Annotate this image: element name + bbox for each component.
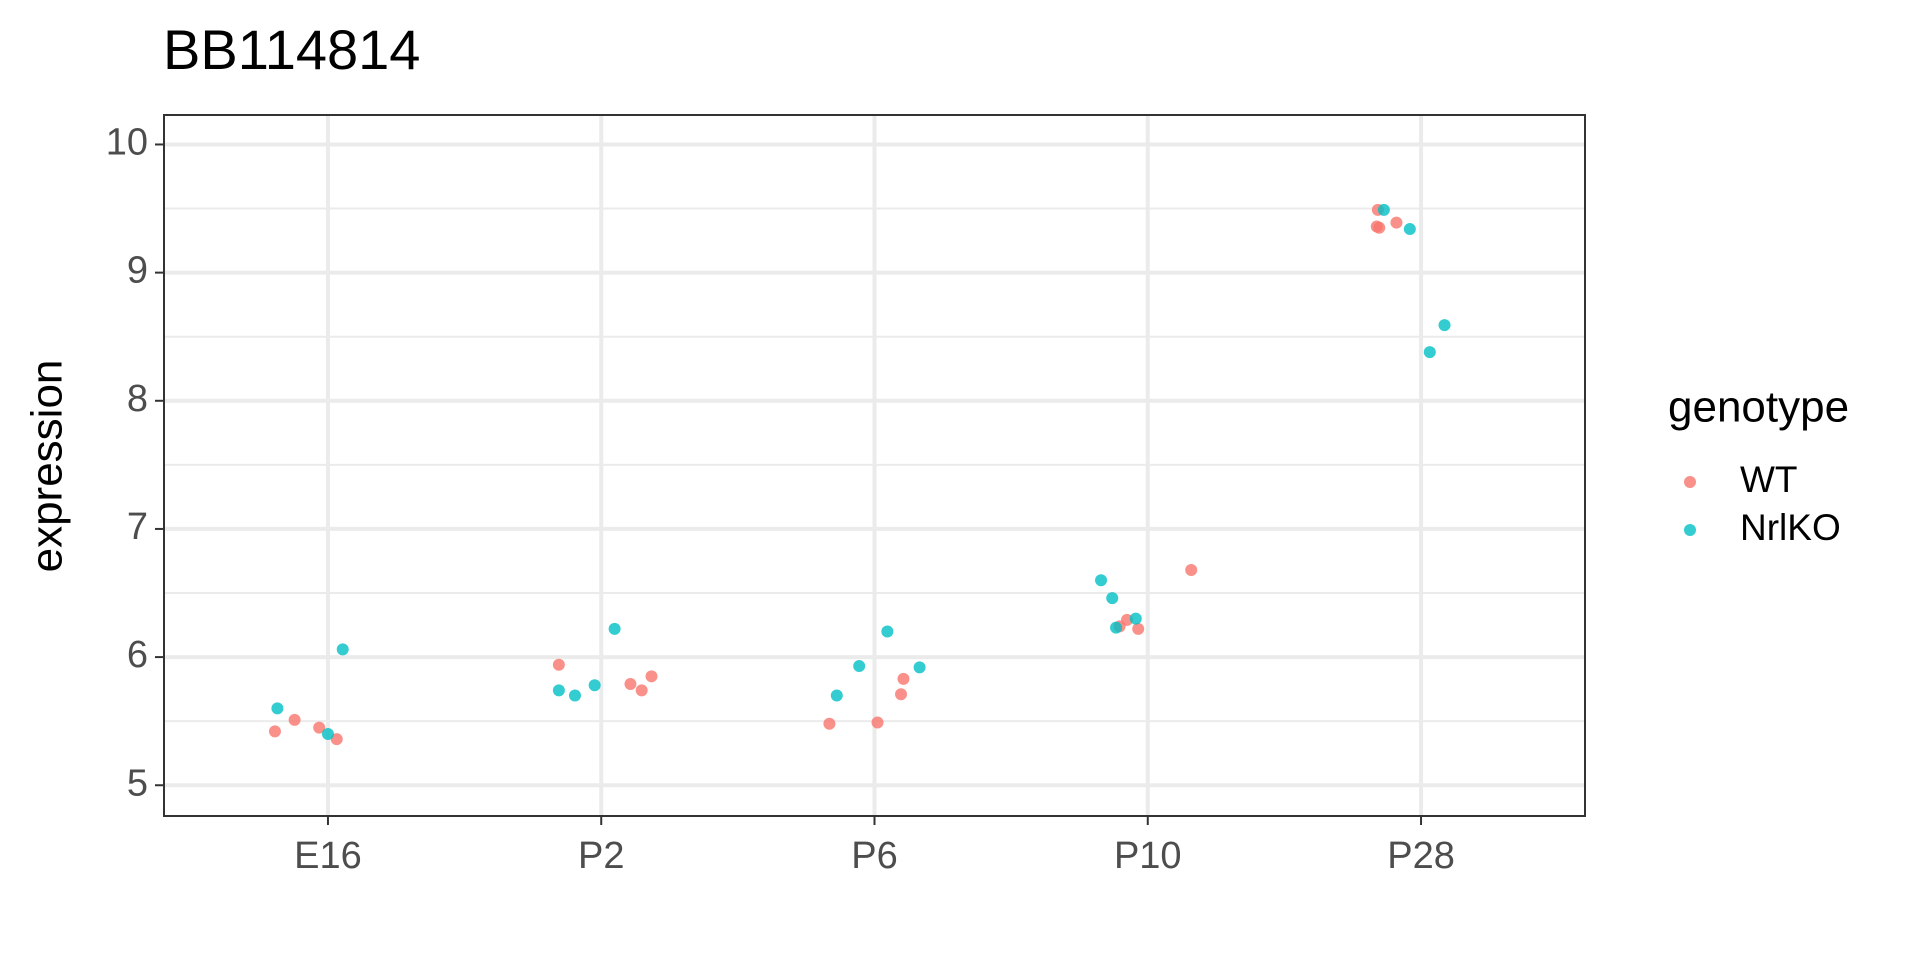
point: [1438, 319, 1451, 332]
point: [552, 658, 565, 671]
legend-label: WT: [1740, 459, 1798, 500]
point: [895, 688, 908, 701]
point: [271, 702, 284, 715]
point: [830, 689, 843, 702]
x-tick-label: P2: [578, 835, 624, 877]
x-tick-label: P28: [1387, 835, 1455, 877]
point: [871, 716, 884, 729]
y-axis-label: expression: [23, 360, 72, 573]
y-tick-label: 6: [127, 634, 148, 676]
point: [1185, 563, 1198, 576]
legend-label: NrlKO: [1740, 507, 1841, 548]
point: [330, 733, 343, 746]
point: [1129, 612, 1142, 625]
chart-title: BB114814: [163, 18, 420, 81]
point: [588, 679, 601, 692]
point: [1390, 216, 1403, 229]
point: [624, 678, 637, 691]
x-tick-label: P10: [1114, 835, 1182, 877]
point: [552, 684, 565, 697]
point: [1110, 621, 1123, 634]
point: [321, 727, 334, 740]
plot-border: [163, 114, 1586, 817]
point: [1106, 592, 1119, 605]
point: [1423, 346, 1436, 359]
x-tick-label: P6: [851, 835, 897, 877]
point: [853, 660, 866, 673]
point: [608, 622, 621, 635]
point: [823, 717, 836, 730]
point: [568, 689, 581, 702]
point: [913, 661, 926, 674]
point: [1095, 574, 1108, 587]
point: [1132, 622, 1145, 635]
point: [1403, 223, 1416, 236]
point: [288, 713, 301, 726]
point: [897, 672, 910, 685]
point: [1373, 221, 1386, 234]
y-tick-label: 9: [127, 250, 148, 292]
point: [1377, 203, 1390, 216]
y-tick-label: 5: [127, 762, 148, 804]
legend-marker: [1684, 476, 1696, 488]
y-tick-label: 7: [127, 506, 148, 548]
point: [645, 670, 658, 683]
legend-marker: [1684, 524, 1696, 536]
point: [313, 721, 326, 734]
legend-title: genotype: [1668, 383, 1849, 432]
point: [268, 725, 281, 738]
point: [881, 625, 894, 638]
x-tick-label: E16: [294, 835, 362, 877]
point: [635, 684, 648, 697]
y-tick-label: 8: [127, 378, 148, 420]
point: [336, 643, 349, 656]
y-tick-label: 10: [106, 122, 148, 164]
